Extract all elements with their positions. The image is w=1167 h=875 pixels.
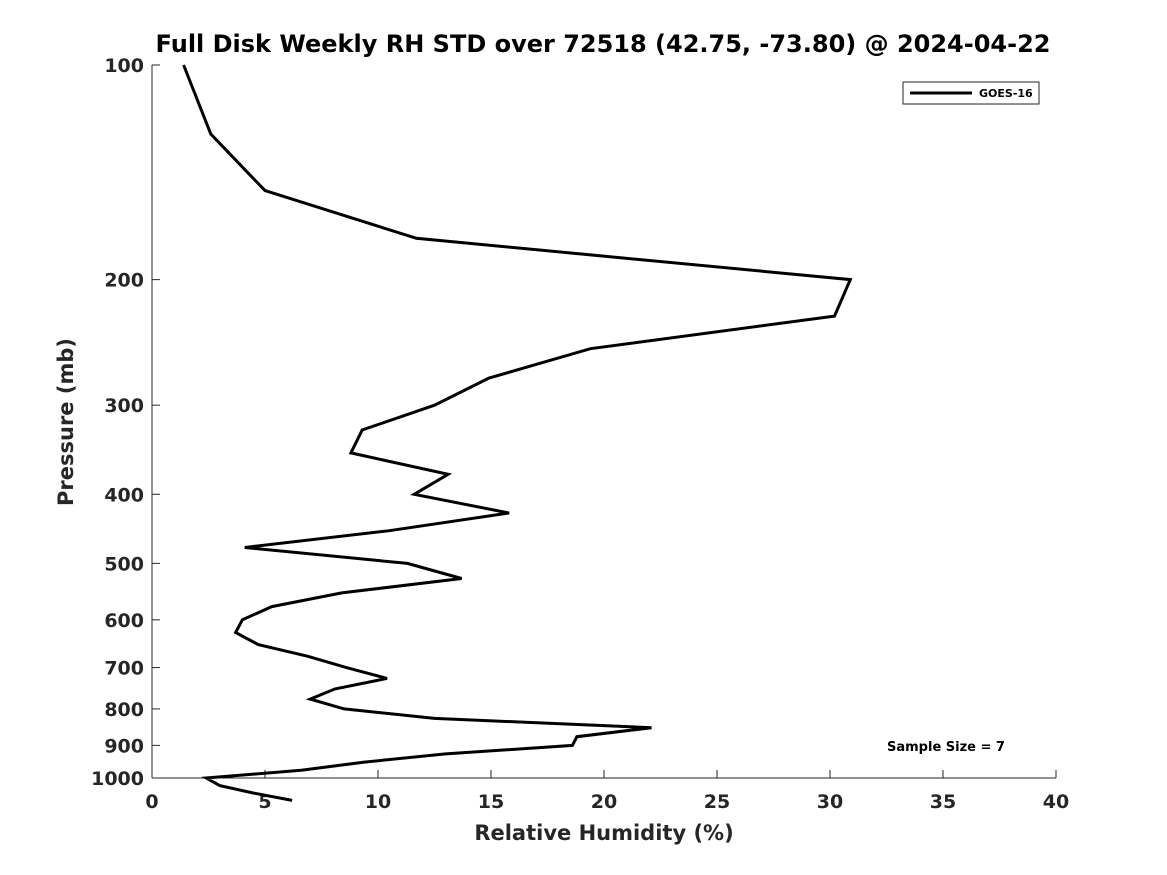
y-axis-ticks: 100 200 300 400 500 600 700 800 900 1000	[91, 55, 160, 790]
y-tick-label: 500	[104, 553, 144, 575]
series-layer	[182, 64, 853, 802]
y-tick-label: 400	[104, 484, 144, 506]
x-axis-title: Relative Humidity (%)	[474, 821, 733, 845]
y-axis-title: Pressure (mb)	[54, 338, 78, 506]
x-tick-label: 25	[704, 791, 730, 813]
legend-label-goes-16: GOES-16	[979, 87, 1033, 100]
plot-area	[151, 65, 1056, 779]
y-tick-label: 900	[104, 735, 144, 757]
x-tick-label: 40	[1043, 791, 1069, 813]
x-tick-label: 20	[591, 791, 617, 813]
sample-size-annotation: Sample Size = 7	[887, 740, 1005, 755]
x-tick-label: 30	[817, 791, 843, 813]
x-tick-label: 35	[930, 791, 956, 813]
y-tick-label: 100	[104, 55, 144, 77]
y-tick-label: 1000	[91, 768, 144, 790]
x-tick-label: 15	[478, 791, 504, 813]
series-line-goes-16	[182, 64, 853, 802]
y-tick-label: 800	[104, 699, 144, 721]
chart-title: Full Disk Weekly RH STD over 72518 (42.7…	[156, 30, 1051, 58]
x-tick-label: 10	[365, 791, 391, 813]
y-tick-label: 200	[104, 270, 144, 292]
y-tick-label: 300	[104, 395, 144, 417]
y-tick-label: 700	[104, 658, 144, 680]
y-tick-label: 600	[104, 610, 144, 632]
legend: GOES-16	[902, 81, 1040, 105]
x-axis-ticks: 0 5 10 15 20 25 30 35 40	[145, 770, 1069, 813]
x-tick-label: 0	[145, 791, 158, 813]
